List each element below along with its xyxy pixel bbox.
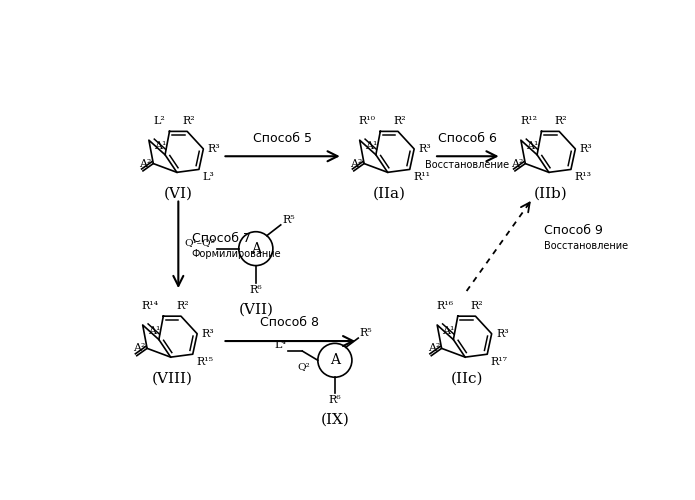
Text: R³: R³ [208, 144, 220, 154]
Text: R¹⁴: R¹⁴ [142, 301, 159, 311]
Text: A²: A² [350, 158, 363, 168]
Text: R³: R³ [418, 144, 432, 154]
Text: A: A [330, 354, 340, 368]
Text: (IIc): (IIc) [450, 372, 483, 386]
Text: A: A [251, 242, 261, 256]
Text: R²: R² [393, 116, 406, 126]
Text: (IIb): (IIb) [534, 187, 567, 201]
Text: R¹⁷: R¹⁷ [491, 357, 508, 367]
Text: A¹: A¹ [526, 142, 539, 152]
Text: R⁵: R⁵ [282, 215, 295, 225]
Text: L³: L³ [202, 172, 214, 182]
Text: Способ 5: Способ 5 [253, 132, 311, 144]
Text: R¹⁶: R¹⁶ [436, 301, 453, 311]
Text: (VII): (VII) [238, 302, 273, 316]
Text: R²: R² [554, 116, 567, 126]
Text: A¹: A¹ [154, 142, 167, 152]
Text: (VI): (VI) [164, 187, 193, 201]
Text: R³: R³ [202, 328, 214, 338]
Text: R¹²: R¹² [520, 116, 537, 126]
Text: Способ 9: Способ 9 [544, 224, 603, 237]
Text: A²: A² [512, 158, 524, 168]
Text: A²: A² [427, 344, 440, 353]
Text: Способ 7: Способ 7 [192, 232, 250, 245]
Text: R³: R³ [580, 144, 593, 154]
Text: A¹: A¹ [148, 326, 161, 336]
Text: Способ 6: Способ 6 [438, 132, 497, 144]
Text: Q²: Q² [297, 362, 310, 371]
Text: (IIa): (IIa) [373, 187, 406, 201]
Text: A²: A² [133, 344, 146, 353]
Text: R⁵: R⁵ [360, 328, 373, 338]
Text: R⁶: R⁶ [250, 285, 262, 295]
Text: Способ 8: Способ 8 [261, 316, 320, 330]
Text: R¹¹: R¹¹ [414, 172, 430, 182]
Text: Восстановление: Восстановление [544, 242, 628, 252]
Text: R¹⁵: R¹⁵ [196, 357, 213, 367]
Text: R¹⁰: R¹⁰ [359, 116, 376, 126]
Text: R⁶: R⁶ [329, 395, 341, 405]
Text: R²: R² [471, 301, 483, 311]
Text: L²: L² [153, 116, 165, 126]
Text: Q¹–Q²: Q¹–Q² [184, 238, 215, 247]
Text: (IX): (IX) [320, 412, 350, 426]
Text: R²: R² [182, 116, 195, 126]
Text: A¹: A¹ [443, 326, 455, 336]
Text: (VIII): (VIII) [152, 372, 193, 386]
Text: L⁴: L⁴ [274, 340, 286, 350]
Text: A²: A² [139, 158, 152, 168]
Text: R¹³: R¹³ [575, 172, 591, 182]
Text: Формилирование: Формилирование [192, 249, 281, 259]
Text: R²: R² [176, 301, 189, 311]
Text: Восстановление: Восстановление [425, 160, 509, 170]
Text: A¹: A¹ [365, 142, 377, 152]
Text: R³: R³ [496, 328, 509, 338]
